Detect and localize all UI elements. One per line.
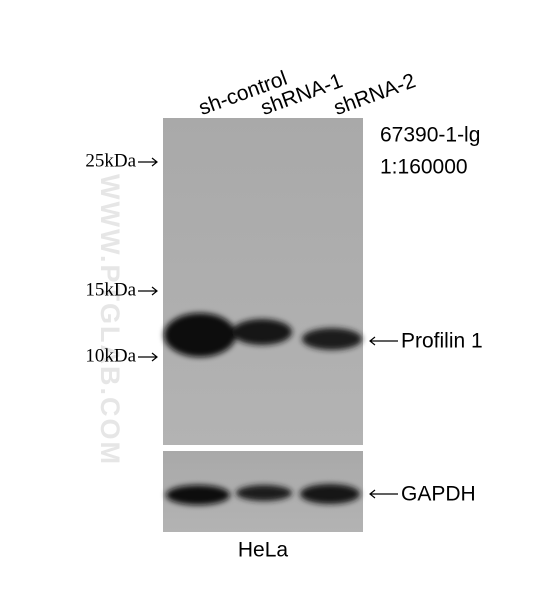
- profilin-bands: [164, 313, 362, 357]
- band: [166, 485, 230, 505]
- band-label: GAPDH: [401, 483, 476, 506]
- gapdh-bands: [166, 484, 360, 505]
- antibody-catalog: 67390-1-lg: [380, 124, 480, 147]
- band: [232, 319, 292, 345]
- lane-label: shRNA-2: [331, 69, 419, 120]
- upper-blot: [163, 118, 363, 445]
- cell-line: HeLa: [238, 539, 289, 562]
- marker-arrows: [138, 157, 158, 362]
- band-arrows: [369, 336, 398, 499]
- band: [300, 484, 360, 504]
- band: [164, 313, 236, 357]
- band-label: Profilin 1: [401, 330, 483, 353]
- band: [302, 328, 362, 350]
- watermark: WWW.PTGLAB.COM: [95, 174, 125, 466]
- marker-label: 25kDa: [85, 150, 136, 171]
- band: [236, 485, 292, 501]
- marker-label: 15kDa: [85, 279, 136, 300]
- antibody-dilution: 1:160000: [380, 156, 468, 179]
- marker-label: 10kDa: [85, 345, 136, 366]
